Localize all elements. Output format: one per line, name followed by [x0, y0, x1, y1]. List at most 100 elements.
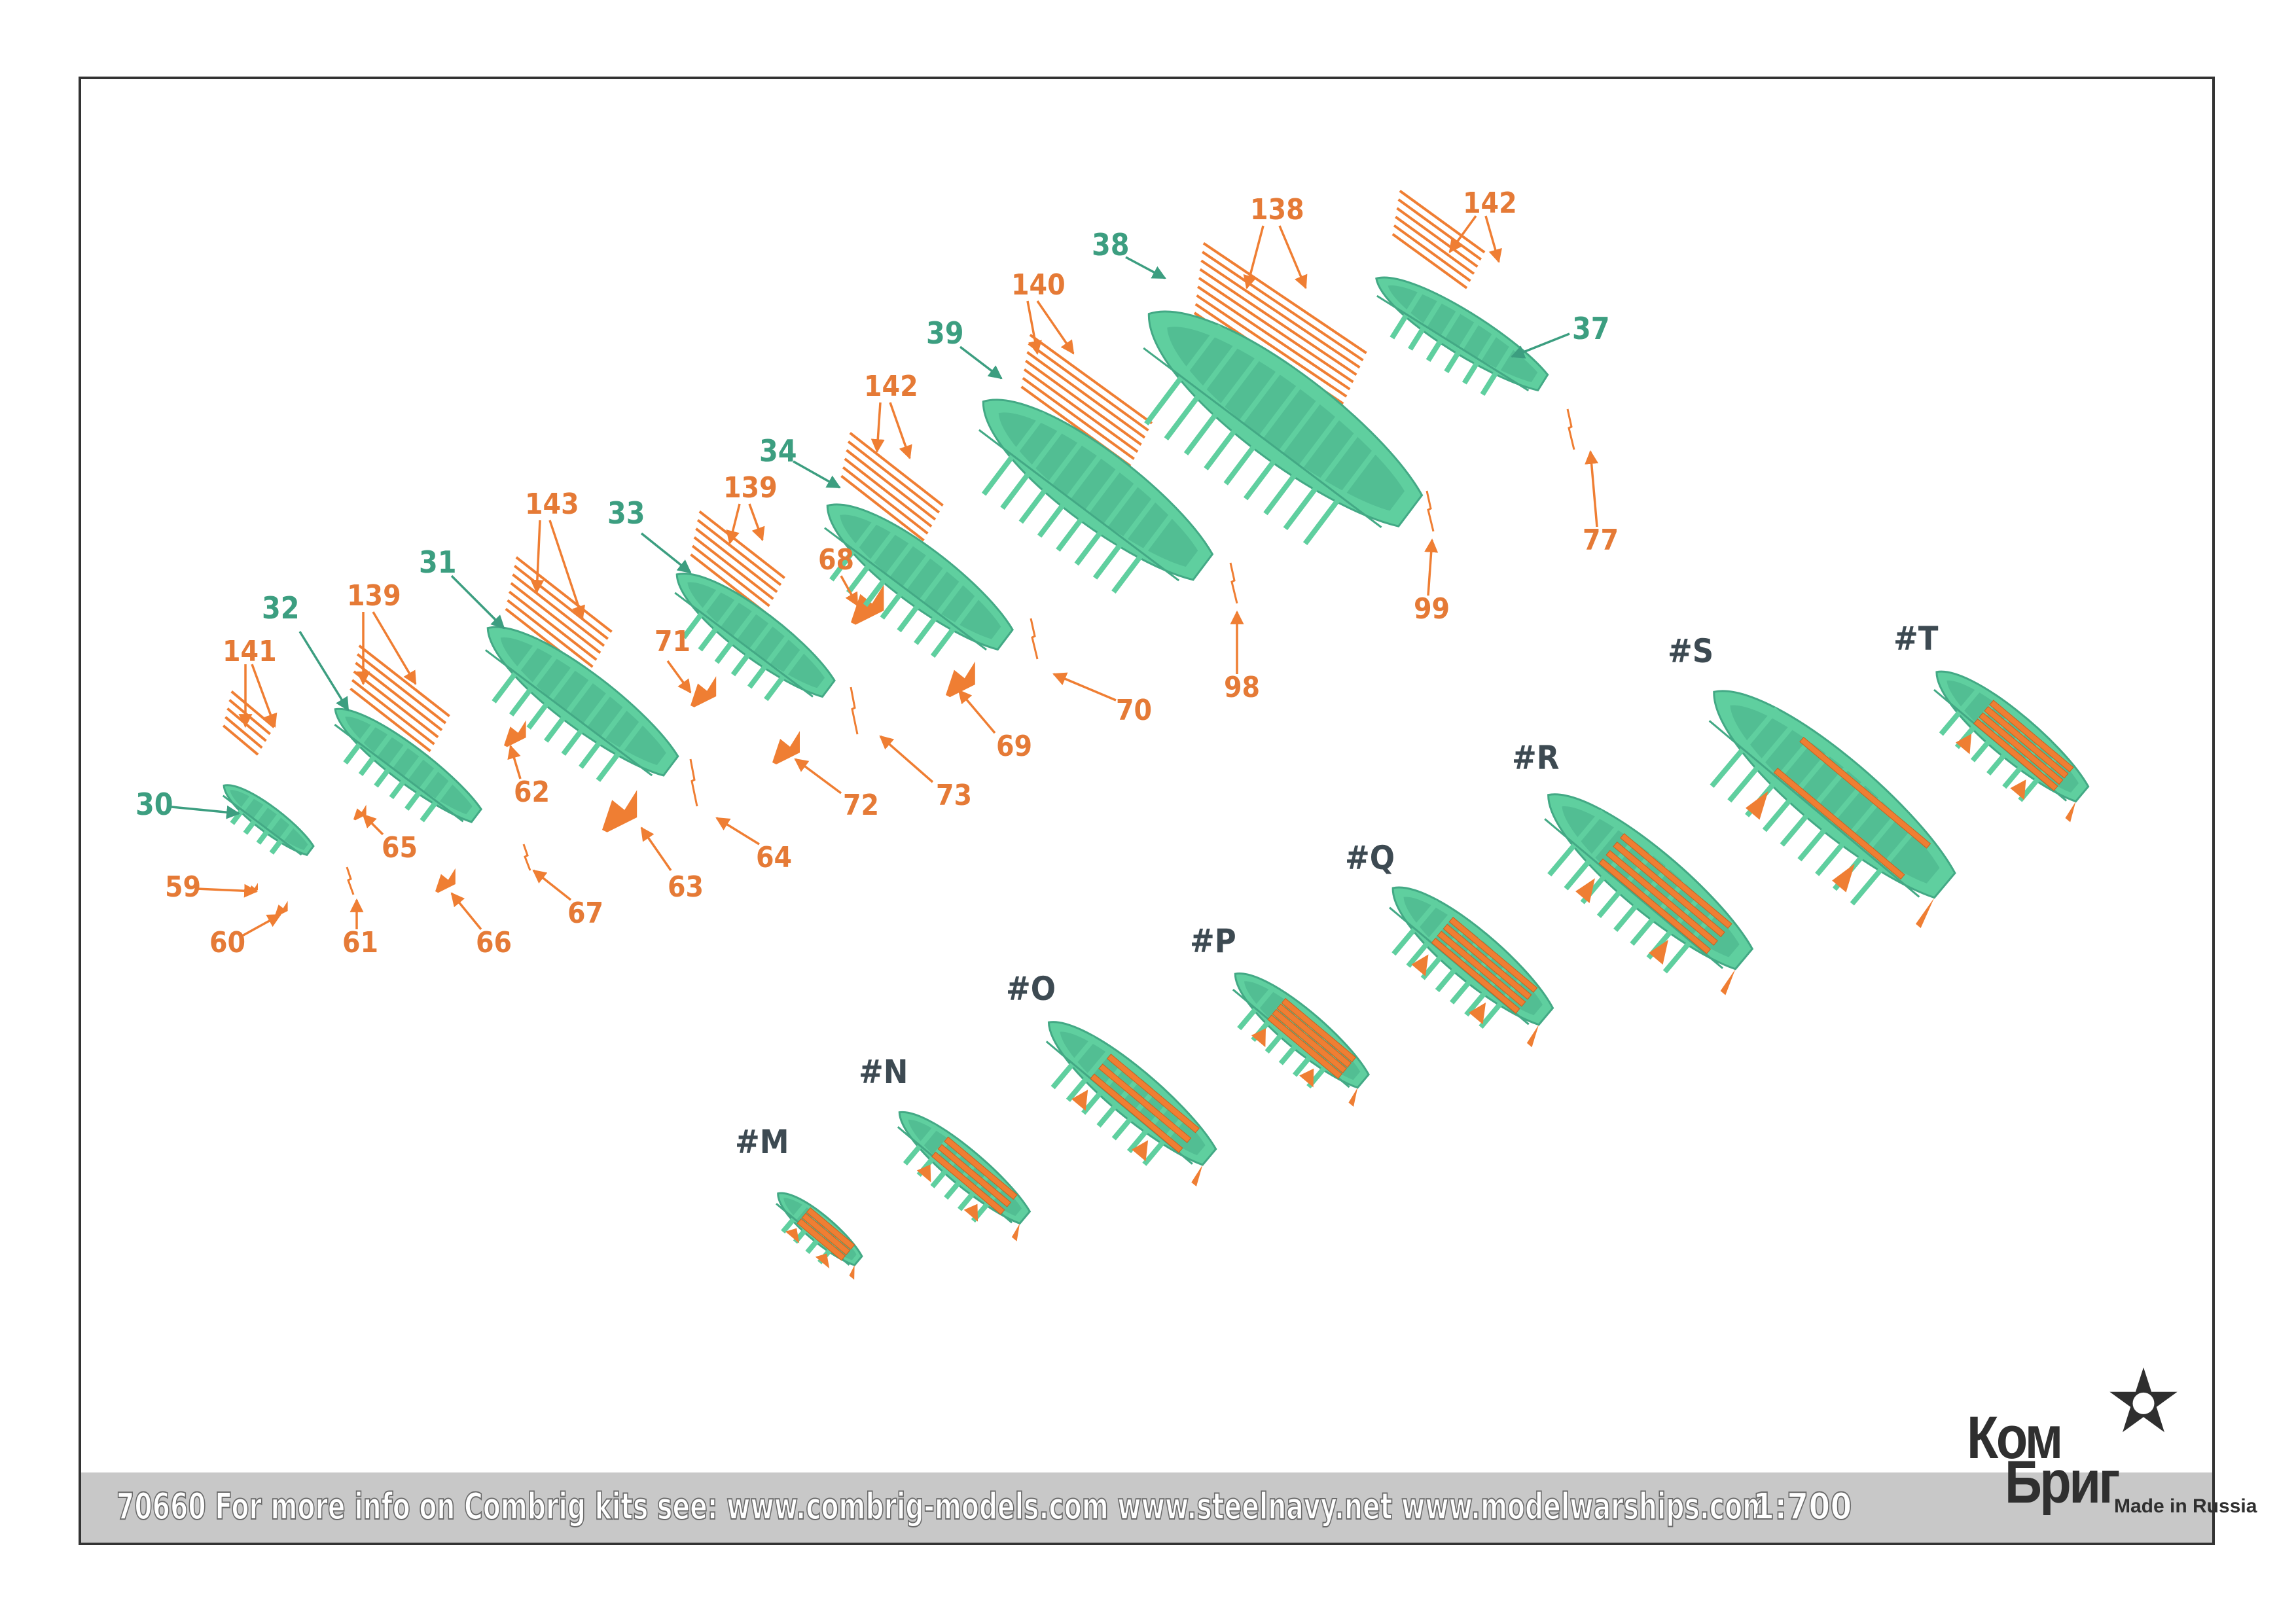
- hull-34: [824, 503, 1014, 658]
- oar-strip: [691, 544, 770, 607]
- oar: [806, 1207, 855, 1250]
- thwart: [1111, 509, 1177, 594]
- arrow-142bb: [1484, 215, 1502, 264]
- oar-strip: [1202, 251, 1364, 362]
- label-part-63: 63: [668, 870, 704, 904]
- arrow-138b: [1278, 225, 1308, 289]
- thwart: [1462, 332, 1498, 385]
- thwart: [1444, 321, 1479, 374]
- label-part-61: 61: [342, 926, 378, 959]
- arrow-141b: [251, 664, 278, 728]
- oar-strip: [842, 466, 929, 535]
- label-hull-34: 34: [759, 433, 797, 469]
- chock: [1299, 1068, 1314, 1088]
- label-part-139b: 139: [723, 471, 778, 505]
- label-assembly-O: #O: [1006, 970, 1056, 1008]
- assembly-O: [1045, 1021, 1217, 1187]
- arrow-99: [1424, 538, 1439, 596]
- thwart: [404, 767, 439, 811]
- logo-word-kom: Ком: [1967, 1404, 2063, 1471]
- thwart: [1243, 399, 1322, 501]
- thwart: [1426, 310, 1462, 363]
- oar-strip: [1029, 333, 1153, 425]
- part-77: [1566, 408, 1575, 450]
- oar-strip: [846, 449, 937, 521]
- oars-142: [840, 432, 944, 542]
- arrow-71: [666, 660, 692, 694]
- thwart: [1283, 429, 1361, 531]
- thwart: [1564, 823, 1622, 891]
- thwart: [374, 744, 409, 788]
- oar: [1106, 1054, 1200, 1133]
- scale-label: 1:700: [1752, 1485, 1852, 1529]
- thwart: [880, 554, 931, 620]
- chock: [1956, 734, 1972, 755]
- rudder: [1916, 897, 1935, 929]
- label-hull-31: 31: [419, 544, 457, 580]
- label-part-66: 66: [476, 926, 512, 959]
- rudder: [1720, 969, 1736, 995]
- oar: [937, 1144, 1012, 1207]
- arrow-64: [715, 817, 760, 846]
- thwart: [1164, 339, 1242, 440]
- arrow-142ba: [1448, 215, 1477, 253]
- oar-strip: [515, 556, 613, 633]
- oar-strip: [1025, 359, 1142, 446]
- label-part-140: 140: [1011, 268, 1066, 302]
- label-part-68: 68: [818, 543, 854, 577]
- oar: [1090, 1073, 1183, 1153]
- label-part-62: 62: [514, 776, 550, 809]
- oar: [1448, 916, 1538, 993]
- thwart: [358, 732, 393, 776]
- thwart: [1237, 985, 1276, 1031]
- thwart: [1263, 414, 1342, 516]
- logo-word-brig: Бриг: [2005, 1449, 2120, 1516]
- hull-33: [674, 572, 836, 702]
- thwart: [389, 755, 424, 800]
- thwart: [747, 634, 790, 689]
- thwart: [1000, 425, 1066, 510]
- arrow-139b: [372, 611, 417, 685]
- arrow-60: [242, 914, 281, 937]
- rudder: [1348, 1088, 1358, 1107]
- oar: [1973, 718, 2058, 791]
- thwart: [863, 541, 914, 607]
- thwart: [764, 647, 806, 702]
- hull-37: [1375, 276, 1549, 396]
- oar-strip: [1391, 233, 1468, 289]
- oar-strip: [1395, 215, 1475, 275]
- oar: [1443, 923, 1532, 1000]
- label-part-67: 67: [567, 897, 603, 930]
- label-hull-33: 33: [607, 495, 645, 531]
- label-part-71: 71: [655, 625, 691, 658]
- oar-strip: [696, 519, 782, 586]
- rudder: [849, 1265, 855, 1280]
- thwart: [420, 778, 455, 823]
- rudder: [1011, 1223, 1020, 1241]
- thwart: [897, 567, 948, 633]
- chock: [785, 1228, 800, 1243]
- arrow-142b: [889, 402, 912, 459]
- oar-strip: [1200, 259, 1361, 369]
- thwart: [1939, 685, 1983, 736]
- thwart: [698, 597, 741, 652]
- thwart: [1727, 721, 1797, 803]
- label-part-77: 77: [1583, 524, 1619, 557]
- oar: [1281, 997, 1357, 1063]
- label-hull-30: 30: [135, 787, 173, 822]
- oar-strip: [1028, 342, 1149, 432]
- thwart: [981, 412, 1047, 496]
- oar: [1984, 705, 2069, 779]
- arrow-39: [959, 346, 1003, 380]
- oar-strip: [356, 653, 447, 724]
- thwart: [579, 705, 629, 769]
- part-67: [522, 844, 531, 871]
- arrow-139ba: [726, 503, 741, 545]
- oar: [1437, 931, 1526, 1007]
- label-hull-38: 38: [1092, 227, 1130, 262]
- oar-strip: [1196, 294, 1348, 398]
- thwart: [1480, 344, 1516, 396]
- arrow-73: [879, 735, 934, 783]
- hull-32: [334, 707, 483, 823]
